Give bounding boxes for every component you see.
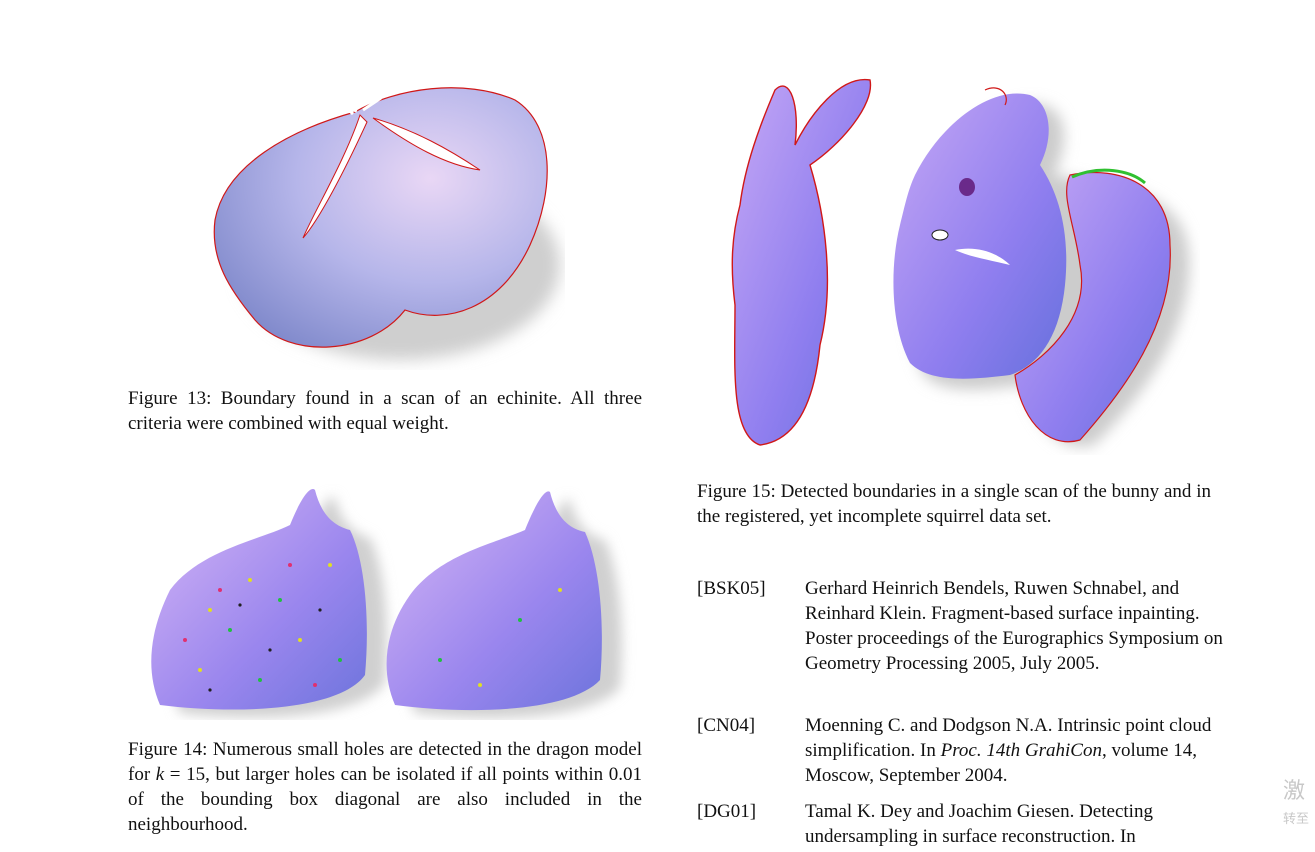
figure-13-echinite-image — [213, 86, 560, 360]
reference-text: Gerhard Heinrich Bendels, Ruwen Schnabel… — [805, 578, 1223, 674]
reference-text-a: Moenning C. and Dodgson N.A. Intrinsic p… — [805, 715, 1212, 761]
watermark-subtext: 转至 — [1283, 812, 1310, 827]
reference-key: [DG01] — [697, 801, 757, 822]
figure-13-caption: Figure 13: Boundary found in a scan of a… — [128, 386, 642, 436]
figure-13-caption-text: Figure 13: Boundary found in a scan of a… — [128, 388, 642, 434]
reference-text-b: , volume 14, Moscow, September 2004. — [805, 740, 1197, 786]
figure-14-caption-k: k — [155, 764, 165, 785]
figure-15-caption: Figure 15: Detected boundaries in a sing… — [697, 479, 1211, 529]
reference-key: [BSK05] — [697, 578, 766, 599]
reference-text: Moenning C. and Dodgson N.A. Intrinsic p… — [805, 713, 1225, 788]
reference-key: [CN04] — [697, 715, 756, 736]
figure-15-bunny-squirrel-image — [731, 79, 1190, 447]
watermark-text: 激 — [1283, 779, 1306, 804]
reference-text-italic: Proc. 14th GrahiCon — [940, 740, 1102, 761]
figure-15-caption-text: Figure 15: Detected boundaries in a sing… — [697, 481, 1211, 527]
reference-text: Tamal K. Dey and Joachim Giesen. Detecti… — [805, 801, 1153, 847]
figure-14-caption-text-a: Figure 14: Numerous small holes are dete… — [128, 739, 642, 785]
reference-cn04: [CN04] Moenning C. and Dodgson N.A. Intr… — [697, 713, 1227, 791]
figure-14-caption-text-b: = 15, but larger holes can be isolated i… — [128, 764, 643, 835]
figure-14-caption: Figure 14: Numerous small holes are dete… — [128, 737, 642, 837]
reference-dg01: [DG01] Tamal K. Dey and Joachim Giesen. … — [697, 799, 1227, 851]
reference-bsk05: [BSK05] Gerhard Heinrich Bendels, Ruwen … — [697, 576, 1227, 704]
figure-14-dragon-image — [151, 489, 622, 719]
